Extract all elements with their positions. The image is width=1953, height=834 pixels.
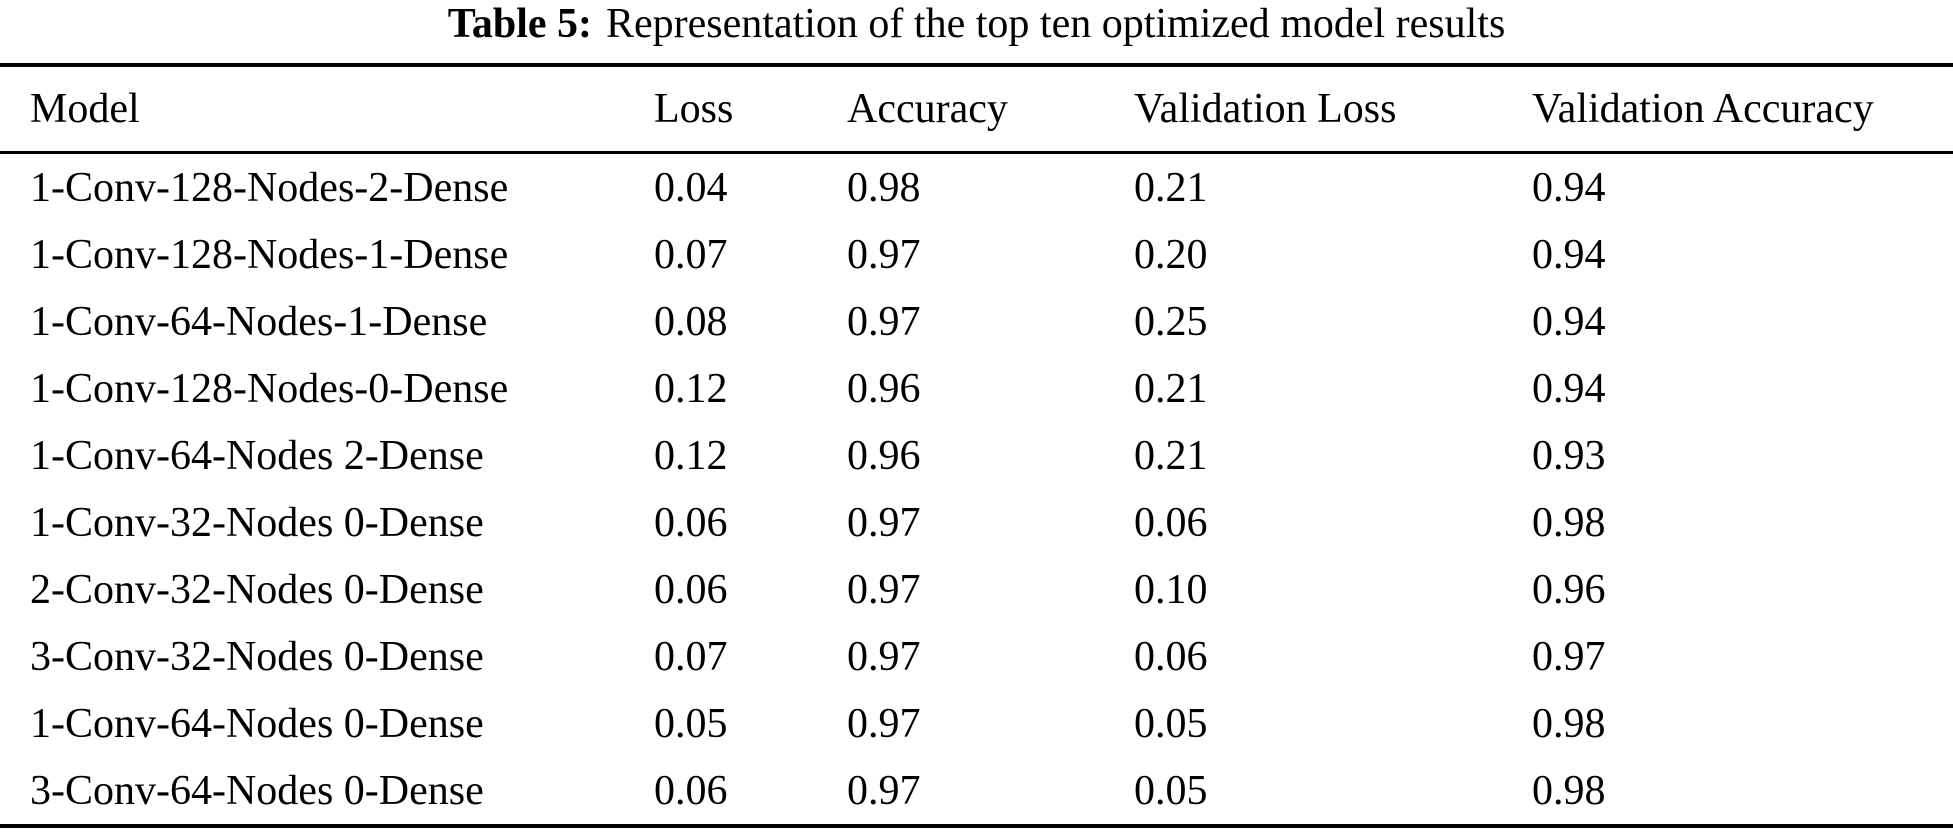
- cell-validation-loss: 0.21: [1134, 365, 1208, 412]
- cell-loss: 0.06: [654, 767, 728, 814]
- table-row: 3-Conv-32-Nodes 0-Dense 0.07 0.97 0.06 0…: [0, 623, 1953, 690]
- table-header-row: Model Loss Accuracy Validation Loss Vali…: [0, 67, 1953, 154]
- cell-validation-loss: 0.21: [1134, 164, 1208, 211]
- cell-model: 2-Conv-32-Nodes 0-Dense: [30, 566, 484, 613]
- cell-accuracy: 0.97: [847, 633, 921, 680]
- cell-accuracy: 0.97: [847, 767, 921, 814]
- table-caption-label: Table 5:: [447, 1, 593, 47]
- cell-validation-loss: 0.25: [1134, 298, 1208, 345]
- cell-accuracy: 0.96: [847, 432, 921, 479]
- cell-model: 1-Conv-128-Nodes-1-Dense: [30, 231, 509, 278]
- column-header-loss: Loss: [654, 86, 734, 132]
- cell-validation-loss: 0.21: [1134, 432, 1208, 479]
- cell-validation-accuracy: 0.94: [1532, 298, 1606, 345]
- cell-loss: 0.07: [654, 231, 728, 278]
- cell-validation-accuracy: 0.94: [1532, 231, 1606, 278]
- cell-model: 3-Conv-64-Nodes 0-Dense: [30, 767, 484, 814]
- column-header-validation-loss: Validation Loss: [1134, 86, 1397, 132]
- cell-validation-accuracy: 0.98: [1532, 499, 1606, 546]
- table-row: 1-Conv-64-Nodes 0-Dense 0.05 0.97 0.05 0…: [0, 690, 1953, 757]
- cell-validation-loss: 0.10: [1134, 566, 1208, 613]
- cell-validation-loss: 0.05: [1134, 767, 1208, 814]
- cell-model: 1-Conv-128-Nodes-0-Dense: [30, 365, 509, 412]
- cell-loss: 0.06: [654, 499, 728, 546]
- cell-model: 1-Conv-32-Nodes 0-Dense: [30, 499, 484, 546]
- cell-model: 1-Conv-64-Nodes-1-Dense: [30, 298, 488, 345]
- table-row: 1-Conv-128-Nodes-0-Dense 0.12 0.96 0.21 …: [0, 355, 1953, 422]
- cell-validation-accuracy: 0.93: [1532, 432, 1606, 479]
- cell-accuracy: 0.97: [847, 298, 921, 345]
- table-row: 3-Conv-64-Nodes 0-Dense 0.06 0.97 0.05 0…: [0, 757, 1953, 824]
- table-row: 1-Conv-32-Nodes 0-Dense 0.06 0.97 0.06 0…: [0, 489, 1953, 556]
- cell-validation-loss: 0.05: [1134, 700, 1208, 747]
- table-row: 1-Conv-64-Nodes 2-Dense 0.12 0.96 0.21 0…: [0, 422, 1953, 489]
- cell-accuracy: 0.97: [847, 566, 921, 613]
- cell-validation-accuracy: 0.98: [1532, 700, 1606, 747]
- cell-model: 3-Conv-32-Nodes 0-Dense: [30, 633, 484, 680]
- column-header-model: Model: [30, 86, 140, 132]
- cell-loss: 0.06: [654, 566, 728, 613]
- cell-validation-accuracy: 0.98: [1532, 767, 1606, 814]
- cell-accuracy: 0.96: [847, 365, 921, 412]
- cell-loss: 0.05: [654, 700, 728, 747]
- table-caption: Table 5: Representation of the top ten op…: [0, 0, 1953, 52]
- cell-accuracy: 0.97: [847, 231, 921, 278]
- cell-accuracy: 0.97: [847, 700, 921, 747]
- table-row: 2-Conv-32-Nodes 0-Dense 0.06 0.97 0.10 0…: [0, 556, 1953, 623]
- cell-loss: 0.08: [654, 298, 728, 345]
- cell-validation-loss: 0.20: [1134, 231, 1208, 278]
- cell-accuracy: 0.98: [847, 164, 921, 211]
- cell-model: 1-Conv-64-Nodes 0-Dense: [30, 700, 484, 747]
- cell-loss: 0.04: [654, 164, 728, 211]
- cell-loss: 0.07: [654, 633, 728, 680]
- table-row: 1-Conv-128-Nodes-1-Dense 0.07 0.97 0.20 …: [0, 221, 1953, 288]
- cell-validation-accuracy: 0.96: [1532, 566, 1606, 613]
- column-header-validation-accuracy: Validation Accuracy: [1532, 86, 1874, 132]
- cell-accuracy: 0.97: [847, 499, 921, 546]
- results-table: Model Loss Accuracy Validation Loss Vali…: [0, 63, 1953, 828]
- cell-validation-loss: 0.06: [1134, 499, 1208, 546]
- cell-model: 1-Conv-128-Nodes-2-Dense: [30, 164, 509, 211]
- cell-model: 1-Conv-64-Nodes 2-Dense: [30, 432, 484, 479]
- cell-validation-loss: 0.06: [1134, 633, 1208, 680]
- cell-loss: 0.12: [654, 365, 728, 412]
- table-row: 1-Conv-128-Nodes-2-Dense 0.04 0.98 0.21 …: [0, 154, 1953, 221]
- cell-validation-accuracy: 0.94: [1532, 365, 1606, 412]
- table-row: 1-Conv-64-Nodes-1-Dense 0.08 0.97 0.25 0…: [0, 288, 1953, 355]
- table-caption-text: Representation of the top ten optimized …: [606, 1, 1506, 47]
- cell-validation-accuracy: 0.97: [1532, 633, 1606, 680]
- cell-loss: 0.12: [654, 432, 728, 479]
- cell-validation-accuracy: 0.94: [1532, 164, 1606, 211]
- column-header-accuracy: Accuracy: [847, 86, 1008, 132]
